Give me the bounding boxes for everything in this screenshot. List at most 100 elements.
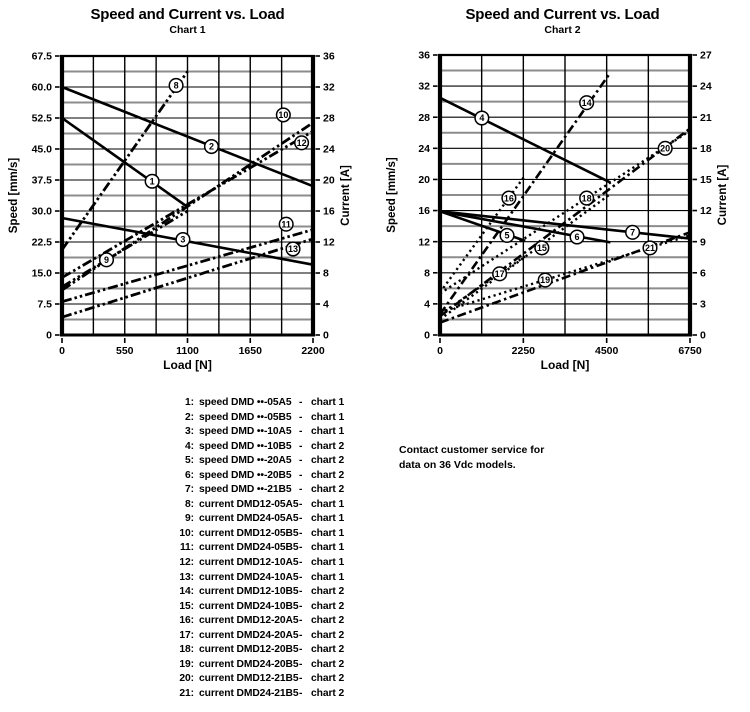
line-marker-number-20: 20: [660, 144, 670, 154]
legend-item-number: 20:: [179, 673, 194, 685]
legend-item-label: current DMD24-10B5: [199, 600, 299, 612]
line-marker-circle-4: [474, 110, 490, 126]
line-marker-circle-20: [657, 140, 673, 156]
legend-item-separator: -: [299, 426, 303, 438]
tick-label-x: 2250: [512, 345, 536, 357]
legend-item-label: speed DMD ••-10A5: [199, 426, 292, 438]
legend-item-chart-ref: chart 2: [311, 644, 345, 656]
line-marker-number-10: 10: [278, 110, 288, 120]
legend-item-chart-ref: chart 2: [311, 455, 345, 467]
legend-item-number: 18:: [179, 644, 194, 656]
chart-2-subtitle: Chart 2: [544, 24, 581, 36]
legend-item-separator: -: [299, 658, 303, 670]
legend-item-separator: -: [299, 615, 303, 627]
left-axis-title: Speed [mm/s]: [8, 158, 20, 234]
tick-label-right: 0: [700, 330, 706, 342]
legend-item: 6: speed DMD ••-20B5- chart 2: [170, 469, 344, 484]
legend-item-separator: -: [299, 513, 303, 525]
tick-label-right: 27: [700, 50, 712, 62]
legend-item: 12: current DMD12-10A5- chart 1: [170, 556, 344, 571]
line-marker-circle-17: [492, 266, 508, 282]
legend-item-separator: -: [299, 542, 303, 554]
line-marker-number-11: 11: [281, 219, 291, 229]
legend-item-separator: -: [299, 600, 303, 612]
tick-label-right: 20: [323, 175, 335, 187]
tick-label-left: 37.5: [32, 175, 53, 187]
legend-item-separator: -: [299, 673, 303, 685]
legend-item-separator: -: [299, 586, 303, 598]
legend-item-separator: -: [299, 469, 303, 481]
line-marker-circle-13: [285, 241, 301, 257]
tick-label-right: 32: [323, 82, 335, 94]
legend-item-label: current DMD24-05A5: [199, 513, 299, 525]
line-marker-circle-12: [294, 135, 310, 151]
legend-item: 15: current DMD24-10B5- chart 2: [170, 600, 344, 615]
data-line-14: [438, 71, 612, 316]
tick-label-left: 15.0: [32, 268, 53, 280]
data-line-21: [439, 231, 691, 324]
legend-item: 13: current DMD24-10A5- chart 1: [170, 571, 344, 586]
legend-item-separator: -: [299, 484, 303, 496]
legend-item-chart-ref: chart 2: [311, 440, 345, 452]
note-line-2: data on 36 Vdc models.: [399, 458, 516, 471]
tick-label-left: 20: [418, 174, 430, 186]
legend-item: 2: speed DMD ••-05B5- chart 1: [170, 411, 344, 426]
legend-item-chart-ref: chart 2: [311, 600, 345, 612]
tick-label-right: 8: [323, 268, 329, 280]
data-line-20: [439, 127, 691, 318]
tick-label-left: 32: [418, 81, 430, 93]
legend-item: 21: current DMD24-21B5- chart 2: [170, 687, 344, 702]
legend-item: 5: speed DMD ••-20A5- chart 2: [170, 454, 344, 469]
legend-item-chart-ref: chart 2: [311, 469, 345, 481]
tick-label-left: 0: [424, 330, 430, 342]
legend-item-chart-ref: chart 1: [311, 397, 345, 408]
data-line-1: [61, 116, 189, 208]
legend-item-separator: -: [299, 498, 303, 510]
tick-label-x: 4500: [595, 345, 619, 357]
legend-item-label: speed DMD ••-20B5: [199, 469, 292, 481]
legend-item-number: 17:: [179, 629, 194, 641]
legend-item-chart-ref: chart 1: [311, 527, 345, 539]
legend-item-separator: -: [299, 687, 303, 699]
line-marker-number-3: 3: [180, 235, 185, 245]
legend-item-number: 7:: [185, 484, 194, 496]
tick-label-left: 16: [418, 205, 430, 217]
legend-item: 9: current DMD24-05A5- chart 1: [170, 512, 344, 527]
chart-1-title: Speed and Current vs. Load: [90, 6, 285, 23]
line-marker-number-14: 14: [582, 98, 592, 108]
tick-label-left: 24: [418, 143, 430, 155]
data-line-11: [61, 228, 314, 304]
note-line-1: Contact customer service for: [399, 444, 545, 456]
data-line-16: [439, 174, 527, 294]
legend-item: 18: current DMD12-20B5- chart 2: [170, 643, 344, 658]
line-marker-circle-6: [569, 229, 585, 245]
left-axis-title: Speed [mm/s]: [386, 157, 398, 233]
legend-item: 1: speed DMD ••-05A5- chart 1: [170, 396, 344, 411]
legend-item-label: current DMD12-21B5: [199, 673, 299, 685]
line-marker-circle-8: [168, 77, 184, 93]
legend-item-number: 2:: [185, 411, 194, 423]
tick-label-left: 7.5: [37, 299, 52, 311]
tick-label-left: 36: [418, 50, 430, 62]
legend-item-number: 6:: [185, 469, 194, 481]
chart-1-subtitle: Chart 1: [169, 24, 206, 36]
legend-item-label: current DMD24-21B5: [199, 687, 299, 699]
tick-label-right: 28: [323, 113, 335, 125]
right-axis-title: Current [A]: [717, 164, 729, 225]
data-line-15: [439, 193, 612, 321]
legend-item-chart-ref: chart 2: [311, 658, 345, 670]
legend-item-chart-ref: chart 1: [311, 542, 345, 554]
tick-label-right: 15: [700, 174, 712, 186]
legend-item-separator: -: [299, 527, 303, 539]
tick-label-left: 0: [46, 330, 52, 342]
legend-item: 8: current DMD12-05A5- chart 1: [170, 498, 344, 513]
legend-item-number: 4:: [185, 440, 194, 452]
line-marker-circle-9: [98, 252, 115, 268]
line-marker-circle-19: [537, 272, 553, 288]
legend-item-chart-ref: chart 2: [311, 586, 345, 598]
tick-label-right: 3: [700, 298, 706, 310]
legend-item-separator: -: [299, 397, 303, 408]
tick-label-left: 28: [418, 112, 430, 124]
legend-item-label: speed DMD ••-20A5: [199, 455, 292, 467]
tick-label-x: 1650: [239, 345, 263, 357]
